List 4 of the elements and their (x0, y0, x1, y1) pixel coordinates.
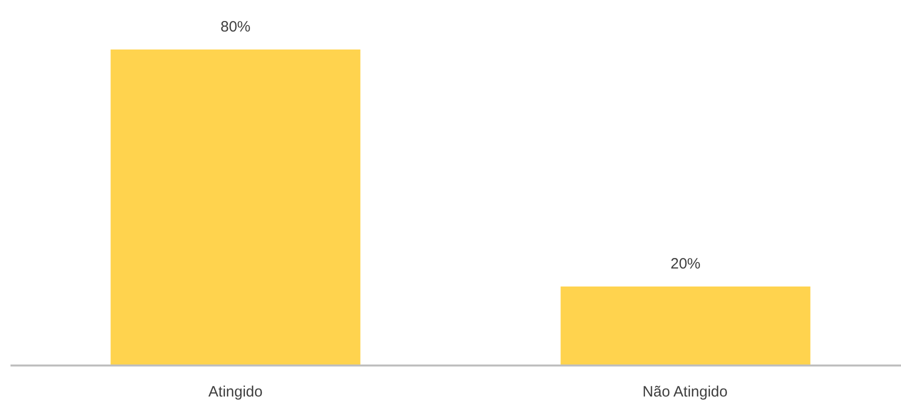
data-label: 80% (220, 18, 251, 36)
x-tick-label: Não Atingido (642, 384, 728, 400)
data-label: 20% (670, 255, 701, 272)
x-tick-label: Atingido (208, 384, 263, 400)
